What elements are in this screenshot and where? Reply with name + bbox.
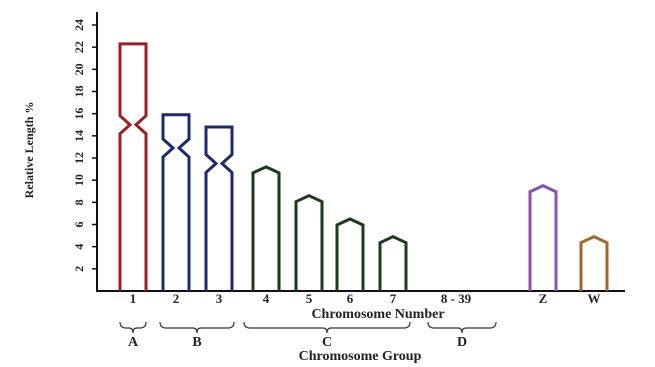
group-label: D — [457, 335, 467, 350]
y-tick-label: 2 — [72, 266, 86, 272]
x-tick-label: 1 — [130, 291, 137, 306]
y-tick-label: 6 — [72, 222, 86, 228]
y-tick-label: 14 — [72, 130, 86, 142]
x-tick-label: 2 — [173, 291, 180, 306]
y-axis-title: Relative Length % — [22, 102, 36, 199]
x-tick-label: 7 — [390, 291, 397, 306]
x-tick-label: W — [588, 291, 601, 306]
x-tick-label: 6 — [347, 291, 354, 306]
group-label: B — [192, 335, 201, 350]
chromosome — [163, 115, 189, 291]
group-brace — [120, 322, 146, 333]
y-tick-label: 18 — [72, 86, 86, 98]
y-tick-label: 20 — [72, 63, 86, 75]
y-tick-label: 8 — [72, 199, 86, 205]
y-tick-label: 22 — [72, 41, 86, 53]
y-tick-label: 12 — [72, 152, 86, 164]
x-axis-title: Chromosome Number — [311, 307, 444, 322]
y-tick-label: 4 — [72, 244, 86, 250]
x-tick-label: Z — [539, 291, 548, 306]
chromosome — [581, 237, 607, 291]
x-tick-label: 3 — [216, 291, 223, 306]
x-tick-label: 4 — [263, 291, 270, 306]
chromosome — [206, 127, 232, 291]
y-tick-label: 16 — [72, 108, 86, 120]
group-label: A — [128, 335, 139, 350]
group-label: C — [322, 335, 332, 350]
chromosome — [380, 237, 406, 291]
chromosome — [120, 44, 146, 291]
x-tick-label: 8 - 39 — [441, 291, 472, 306]
group-axis-title: Chromosome Group — [299, 349, 422, 364]
group-brace — [428, 322, 496, 333]
group-brace — [160, 322, 234, 333]
chart: Relative Length % Chromosome Number Chro… — [0, 0, 655, 367]
y-tick-label: 10 — [72, 174, 86, 186]
chromosome — [253, 167, 279, 291]
group-brace — [244, 322, 410, 333]
chromosome — [337, 219, 363, 291]
chromosome — [296, 196, 322, 291]
y-tick-label: 24 — [72, 19, 86, 31]
x-tick-label: 5 — [306, 291, 313, 306]
chromosome — [530, 186, 556, 291]
